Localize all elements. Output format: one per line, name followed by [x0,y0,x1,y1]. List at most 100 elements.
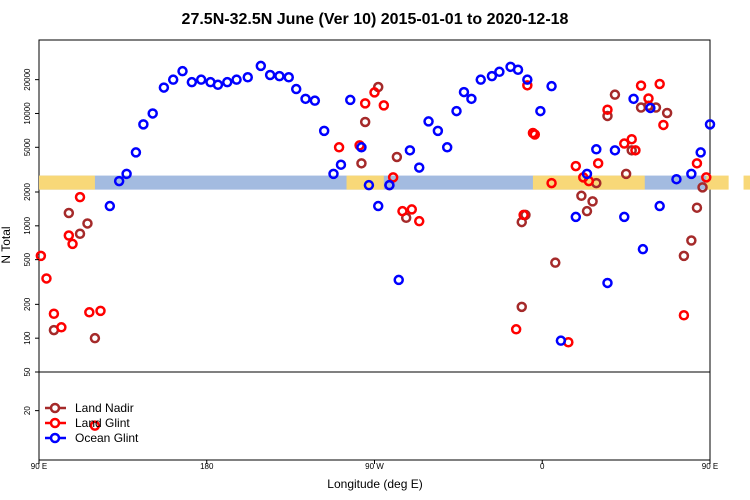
data-point [242,72,254,83]
data-point [518,209,529,221]
legend-entry: Land Nadir [45,401,134,415]
data-point [602,110,613,122]
legend-swatch-marker [49,417,61,429]
data-point [423,116,434,127]
data-point [671,173,682,185]
data-point [546,177,557,189]
data-point [406,204,418,215]
data-point [393,274,404,286]
data-point [643,93,654,104]
data-point [654,78,665,90]
data-point [441,142,453,153]
data-point [167,74,179,85]
data-point [619,138,630,149]
data-point [475,74,486,85]
data-point [626,145,637,156]
data-point [186,76,198,88]
legend-label: Ocean Glint [75,431,139,445]
data-point [147,108,158,119]
data-point [300,93,311,105]
data-point [602,104,613,115]
data-point [512,64,524,75]
data-point [130,147,142,158]
data-point [231,74,242,85]
data-point [255,60,267,72]
legend-swatch-marker [49,402,61,414]
data-point [318,125,330,137]
data-point [550,257,561,268]
x-tick-label: 90 E [702,462,718,471]
data-point [63,230,75,241]
data-point [609,89,621,100]
data-point [82,218,93,229]
data-point [486,70,498,82]
data-point [335,159,347,170]
data-point [138,119,149,130]
x-tick-label: 90 E [31,462,47,471]
data-point [309,95,321,106]
data-point [637,243,649,255]
data-point [354,140,365,151]
legend-label: Land Nadir [75,401,134,415]
data-points [35,60,716,431]
data-point [591,144,602,155]
data-point [177,65,188,77]
data-point [522,80,533,91]
band-land-segment [706,175,729,190]
x-tick-label: 180 [200,462,214,471]
y-tick-label: 200 [23,297,32,311]
x-axis-label: Longitude (deg E) [327,477,422,491]
data-point [74,228,86,240]
data-point [494,66,505,78]
data-point [701,172,712,183]
data-point [620,168,632,180]
data-point [387,172,399,183]
data-point [650,102,662,113]
data-point [697,182,708,193]
data-point [529,129,541,140]
data-point [654,200,665,212]
band-land-segment [39,175,95,190]
data-point [333,142,345,153]
data-point [48,308,60,319]
data-point [95,305,106,317]
series-land-nadir [48,81,708,344]
data-point [555,335,567,346]
data-point [570,211,582,223]
data-point [328,168,339,180]
data-point [635,80,647,91]
legend-swatch-marker [49,432,61,444]
data-point [704,119,716,130]
data-point [466,93,477,105]
y-tick-label: 1000 [23,216,32,234]
chart-title: 27.5N-32.5N June (Ver 10) 2015-01-01 to … [182,11,569,28]
band-land-segment [743,175,750,190]
data-point [581,205,593,217]
data-point [630,145,641,156]
x-tick-label: 90 W [365,462,384,471]
y-tick-label: 100 [23,331,32,345]
y-axis-label: N Total [0,226,13,263]
y-tick-label: 20000 [23,68,32,91]
data-point [686,168,697,180]
data-point [345,94,356,106]
data-point [609,145,621,156]
data-point [290,83,302,95]
data-point [602,277,613,289]
y-axis: 20 50 100 200 500 1000 2000 5000 10000 20000 [23,68,39,415]
data-point [581,168,593,180]
data-point [158,82,170,93]
data-point [404,145,416,156]
data-point [274,70,285,82]
data-point [678,309,690,321]
data-point [372,200,384,212]
data-point [264,69,276,81]
y-tick-label: 20 [23,406,32,415]
data-point [212,79,224,91]
plot-frame [38,39,711,461]
x-axis: 90 E 180 90 W 0 90 E [31,460,718,471]
data-point [369,87,380,98]
data-point [391,151,403,163]
